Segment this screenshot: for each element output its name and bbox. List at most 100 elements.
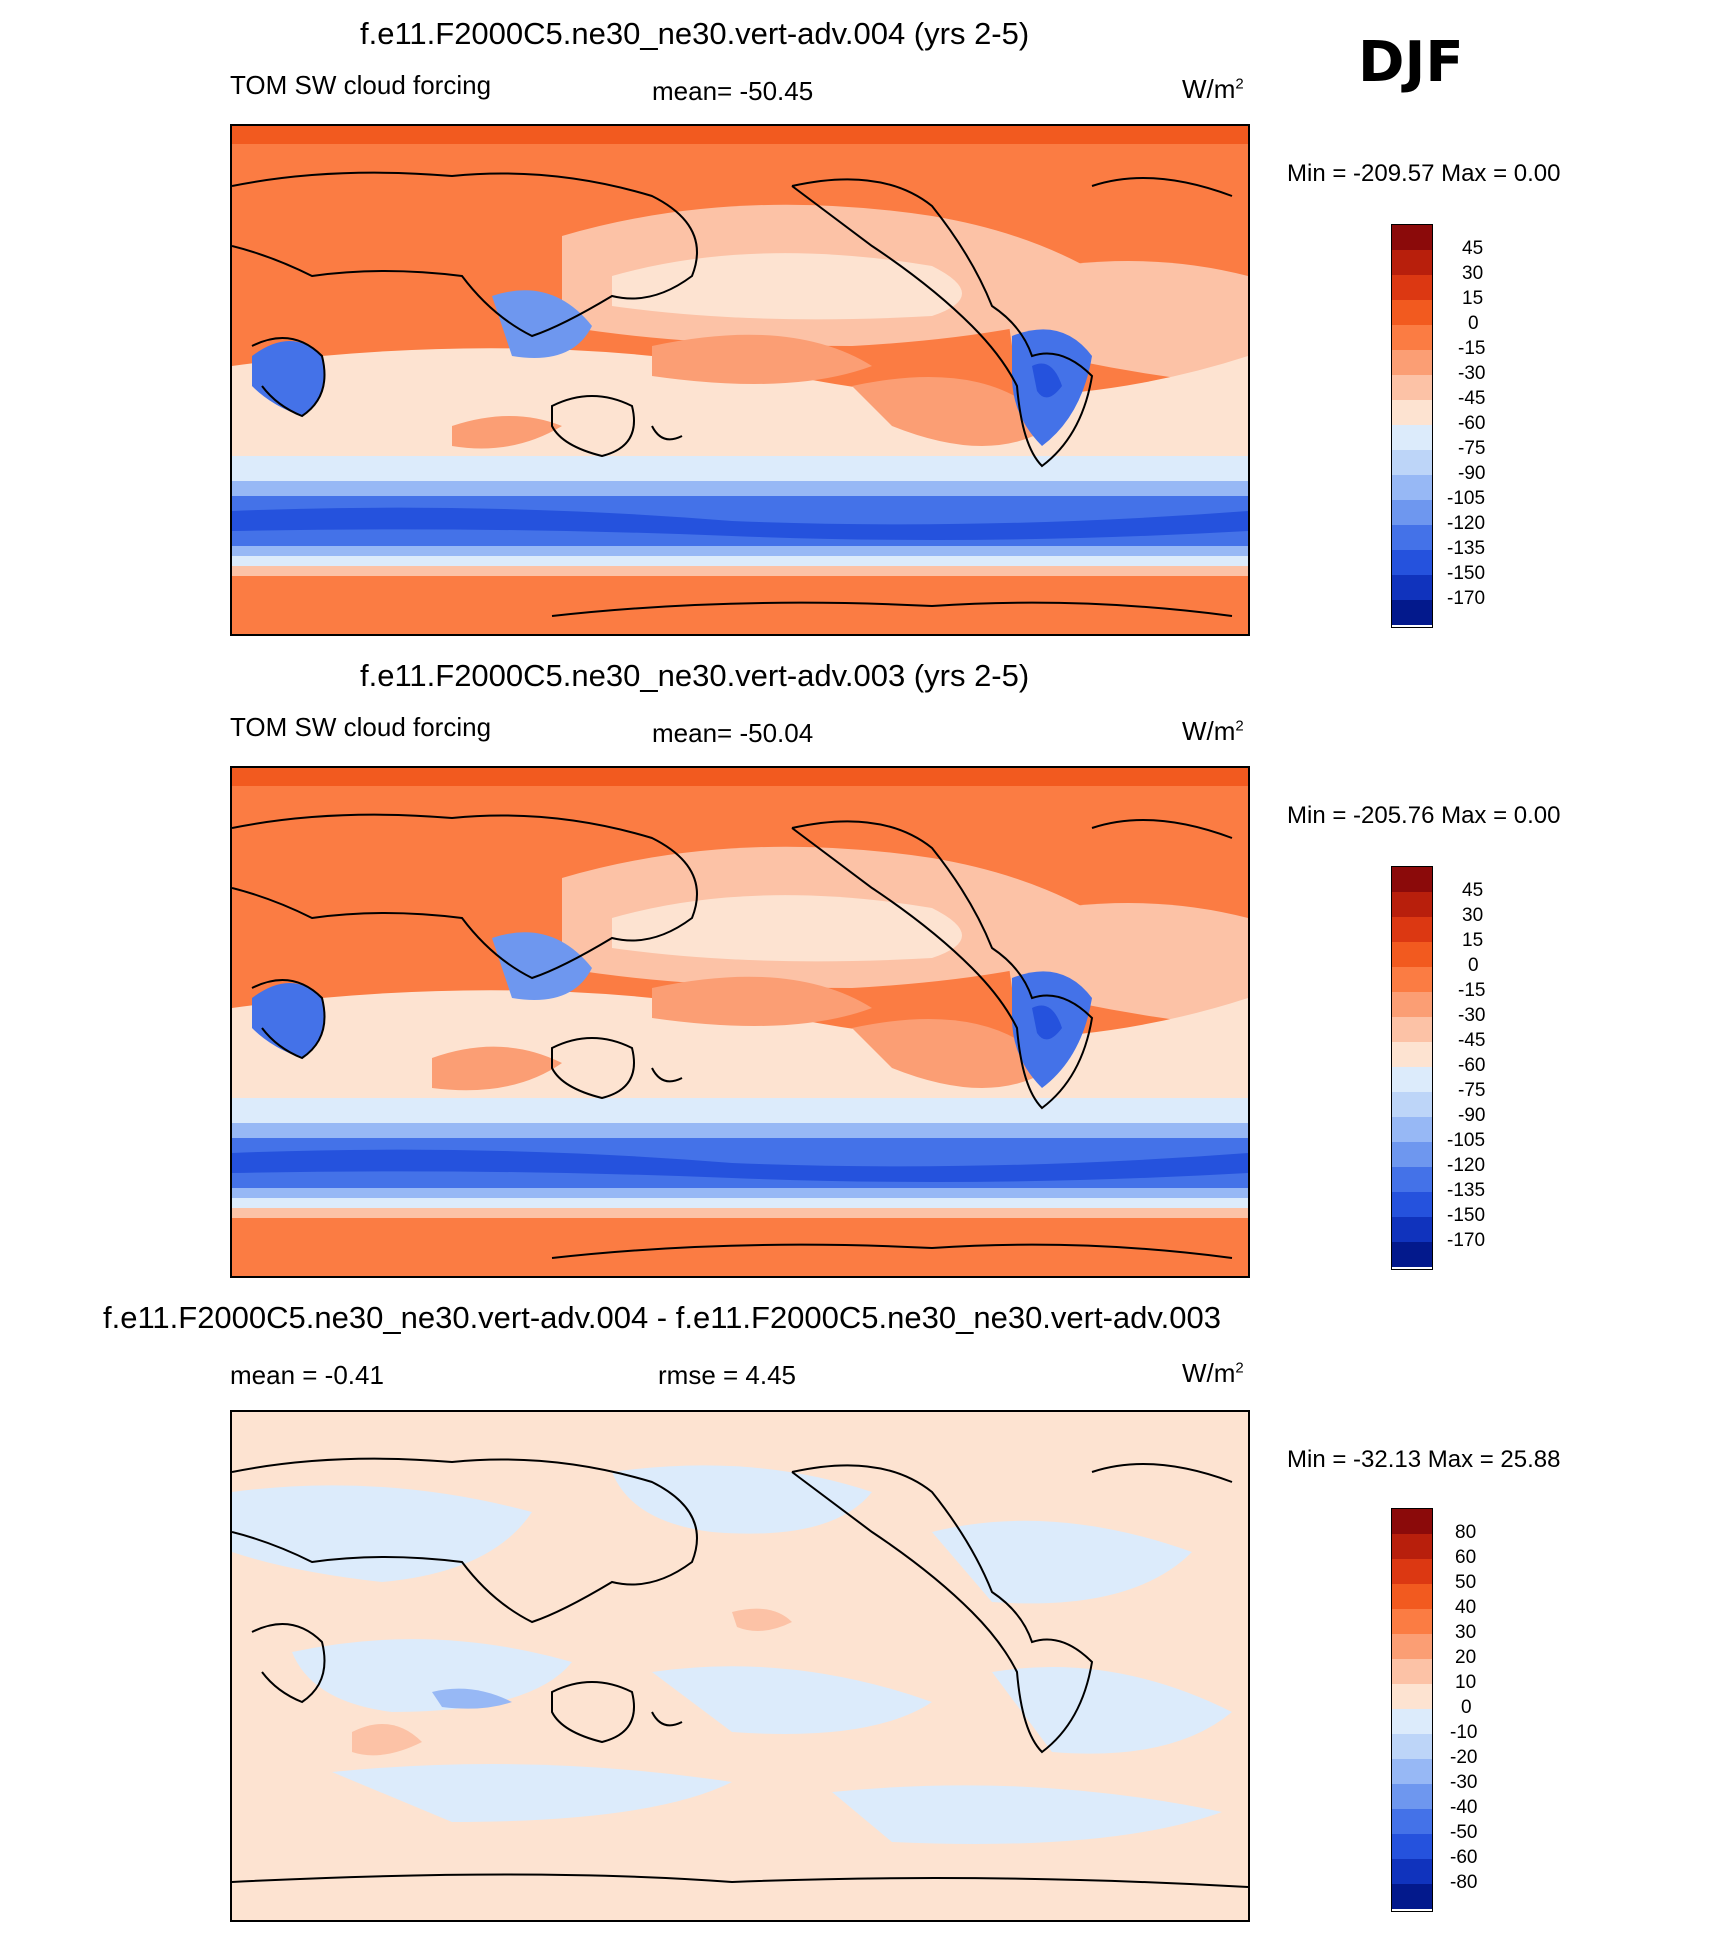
colorbar-swatch bbox=[1392, 942, 1432, 967]
panel-1-map bbox=[230, 124, 1250, 636]
panel-3-mean-label: mean = -0.41 bbox=[230, 1360, 384, 1390]
colorbar-label: -90 bbox=[1458, 1105, 1486, 1126]
colorbar-label: -150 bbox=[1447, 563, 1486, 584]
colorbar-swatch bbox=[1392, 917, 1432, 942]
panel-3-minmax: Min = -32.13 Max = 25.88 bbox=[1287, 1446, 1561, 1473]
panel-1-minmax: Min = -209.57 Max = 0.00 bbox=[1287, 160, 1561, 187]
colorbar-swatch bbox=[1392, 1809, 1432, 1834]
colorbar-swatch bbox=[1392, 967, 1432, 992]
colorbar-swatch bbox=[1392, 500, 1432, 525]
colorbar-label: -105 bbox=[1447, 1130, 1486, 1151]
colorbar-swatch bbox=[1392, 1684, 1432, 1709]
colorbar-label: -90 bbox=[1458, 463, 1486, 484]
colorbar-swatch bbox=[1392, 1192, 1432, 1217]
colorbar-swatch bbox=[1392, 1884, 1432, 1909]
colorbar-swatch bbox=[1392, 1584, 1432, 1609]
colorbar-label: -40 bbox=[1450, 1797, 1478, 1818]
colorbar-label: 20 bbox=[1455, 1647, 1477, 1668]
colorbar-swatch bbox=[1392, 1217, 1432, 1242]
panel-3-rmse-label: rmse = 4.45 bbox=[658, 1360, 797, 1390]
season-label: DJF bbox=[1358, 30, 1464, 95]
panel-2-map bbox=[230, 766, 1250, 1278]
colorbar-swatch bbox=[1392, 475, 1432, 500]
colorbar-swatch bbox=[1392, 600, 1432, 625]
colorbar-swatch bbox=[1392, 1509, 1432, 1534]
colorbar-label: -135 bbox=[1447, 538, 1486, 559]
panel-2-mean-label: mean= -50.04 bbox=[652, 718, 814, 748]
colorbar-label: 30 bbox=[1462, 263, 1484, 284]
colorbar-label: 0 bbox=[1468, 955, 1479, 976]
colorbar-swatch bbox=[1392, 1709, 1432, 1734]
colorbar-swatch bbox=[1392, 300, 1432, 325]
colorbar-swatch bbox=[1392, 1859, 1432, 1884]
colorbar-label: 50 bbox=[1455, 1572, 1477, 1593]
colorbar-label: -45 bbox=[1458, 388, 1486, 409]
colorbar-label: -60 bbox=[1458, 413, 1486, 434]
colorbar-label: 0 bbox=[1461, 1697, 1472, 1718]
colorbar-swatch bbox=[1392, 1042, 1432, 1067]
colorbar-swatch bbox=[1392, 1609, 1432, 1634]
colorbar-swatch bbox=[1392, 1759, 1432, 1784]
colorbar-label: 40 bbox=[1455, 1597, 1477, 1618]
colorbar-swatch bbox=[1392, 1117, 1432, 1142]
colorbar-swatch bbox=[1392, 325, 1432, 350]
colorbar-swatch bbox=[1392, 400, 1432, 425]
colorbar-swatch bbox=[1392, 350, 1432, 375]
panel-2-minmax: Min = -205.76 Max = 0.00 bbox=[1287, 802, 1561, 829]
colorbar-swatch bbox=[1392, 1067, 1432, 1092]
colorbar-label: -170 bbox=[1447, 588, 1486, 609]
colorbar-label: -15 bbox=[1458, 338, 1486, 359]
colorbar-label: 10 bbox=[1455, 1672, 1477, 1693]
colorbar-swatch bbox=[1392, 892, 1432, 917]
colorbar-swatch bbox=[1392, 375, 1432, 400]
colorbar-label: 80 bbox=[1455, 1522, 1477, 1543]
colorbar-label: 0 bbox=[1468, 313, 1479, 334]
colorbar-swatch bbox=[1392, 225, 1432, 250]
colorbar-swatch bbox=[1392, 1559, 1432, 1584]
colorbar-swatch bbox=[1392, 450, 1432, 475]
panel-1-mean-label: mean= -50.45 bbox=[652, 76, 814, 106]
colorbar-swatch bbox=[1392, 992, 1432, 1017]
colorbar-swatch bbox=[1392, 1242, 1432, 1267]
colorbar-label: -170 bbox=[1447, 1230, 1486, 1251]
colorbar-swatch bbox=[1392, 1017, 1432, 1042]
panel-1-colorbar bbox=[1391, 224, 1433, 628]
colorbar-label: -75 bbox=[1458, 1080, 1486, 1101]
colorbar-swatch bbox=[1392, 1634, 1432, 1659]
colorbar-label: -120 bbox=[1447, 1155, 1486, 1176]
colorbar-swatch bbox=[1392, 1834, 1432, 1859]
colorbar-label: -45 bbox=[1458, 1030, 1486, 1051]
panel-3-title: f.e11.F2000C5.ne30_ne30.vert-adv.004 - f… bbox=[103, 1300, 1221, 1335]
colorbar-label: -30 bbox=[1458, 1005, 1486, 1026]
colorbar-swatch bbox=[1392, 1659, 1432, 1684]
colorbar-swatch bbox=[1392, 1784, 1432, 1809]
panel-3-colorbar bbox=[1391, 1508, 1433, 1912]
colorbar-label: 30 bbox=[1462, 905, 1484, 926]
colorbar-label: -20 bbox=[1450, 1747, 1478, 1768]
colorbar-label: 60 bbox=[1455, 1547, 1477, 1568]
colorbar-label: 45 bbox=[1462, 238, 1484, 259]
colorbar-swatch bbox=[1392, 425, 1432, 450]
colorbar-label: -60 bbox=[1458, 1055, 1486, 1076]
colorbar-label: -75 bbox=[1458, 438, 1486, 459]
colorbar-swatch bbox=[1392, 1142, 1432, 1167]
colorbar-label: -15 bbox=[1458, 980, 1486, 1001]
colorbar-swatch bbox=[1392, 867, 1432, 892]
colorbar-label: 15 bbox=[1462, 930, 1484, 951]
colorbar-label: -135 bbox=[1447, 1180, 1486, 1201]
colorbar-label: 15 bbox=[1462, 288, 1484, 309]
panel-2-colorbar bbox=[1391, 866, 1433, 1270]
panel-2-units: W/m2 bbox=[1182, 716, 1244, 746]
colorbar-label: -105 bbox=[1447, 488, 1486, 509]
colorbar-swatch bbox=[1392, 250, 1432, 275]
panel-3-map bbox=[230, 1410, 1250, 1922]
colorbar-swatch bbox=[1392, 550, 1432, 575]
panel-2-variable-label: TOM SW cloud forcing bbox=[230, 712, 492, 742]
colorbar-swatch bbox=[1392, 525, 1432, 550]
colorbar-swatch bbox=[1392, 275, 1432, 300]
panel-1-variable-label: TOM SW cloud forcing bbox=[230, 70, 492, 100]
colorbar-label: -10 bbox=[1450, 1722, 1478, 1743]
colorbar-label: -60 bbox=[1450, 1847, 1478, 1868]
colorbar-label: -80 bbox=[1450, 1872, 1478, 1893]
colorbar-swatch bbox=[1392, 1167, 1432, 1192]
